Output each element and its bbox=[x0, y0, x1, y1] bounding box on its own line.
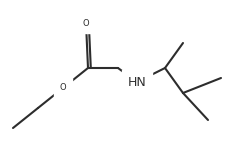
Text: O: O bbox=[83, 18, 89, 27]
Text: O: O bbox=[60, 84, 66, 93]
Text: HN: HN bbox=[128, 75, 146, 88]
